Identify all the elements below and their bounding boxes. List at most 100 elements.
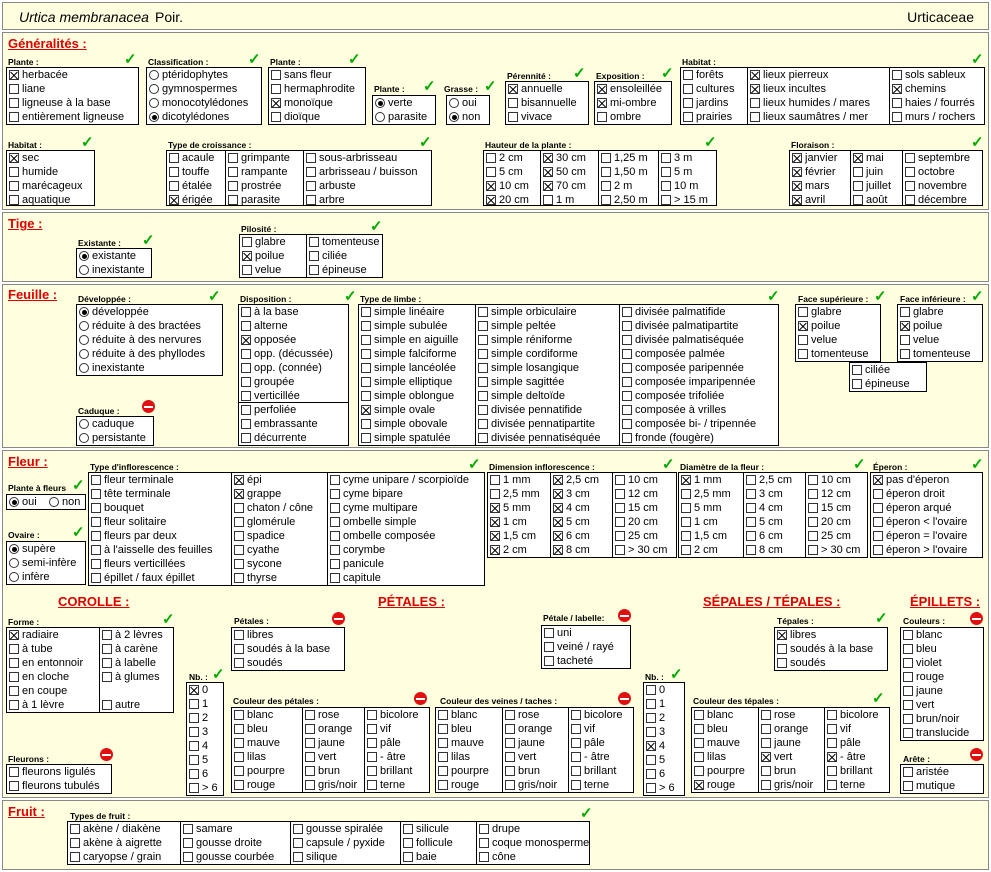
fruit-option[interactable]: cône [477, 850, 589, 864]
nbsep-option[interactable]: 1 [644, 697, 684, 711]
checkbox[interactable] [9, 181, 19, 191]
checkbox[interactable] [798, 349, 808, 359]
tepales-option[interactable]: soudés à la base [775, 642, 887, 656]
developpee-option[interactable]: inexistante [77, 361, 222, 375]
checkbox[interactable] [900, 349, 910, 359]
nbsep-option[interactable]: 2 [644, 711, 684, 725]
inflo-option[interactable]: cyme bipare [328, 487, 484, 501]
checkbox[interactable] [553, 531, 563, 541]
disposition2-option[interactable]: perfoliée [239, 403, 348, 417]
checkbox[interactable] [615, 531, 625, 541]
disposition-option[interactable]: opp. (connée) [239, 361, 348, 375]
checkbox[interactable] [189, 783, 199, 793]
checkbox[interactable] [486, 153, 496, 163]
checkbox[interactable] [622, 433, 632, 443]
nbsep-option[interactable]: > 6 [644, 781, 684, 795]
limbe-option[interactable]: simple réniforme [476, 333, 619, 347]
limbe-option[interactable]: simple cordiforme [476, 347, 619, 361]
hauteur-option[interactable]: 30 cm [541, 151, 598, 165]
checkbox[interactable] [490, 517, 500, 527]
inflo-option[interactable]: grappe [232, 487, 327, 501]
diminflo-option[interactable]: 2 cm [488, 543, 550, 557]
checkbox[interactable] [309, 265, 319, 275]
checkbox[interactable] [905, 167, 915, 177]
checkbox[interactable] [808, 531, 818, 541]
radio[interactable] [79, 419, 89, 429]
radio[interactable] [149, 112, 159, 122]
couleurs-option[interactable]: jaune [901, 684, 983, 698]
checkbox[interactable] [661, 153, 671, 163]
checkbox[interactable] [746, 503, 756, 513]
checkbox[interactable] [681, 545, 691, 555]
pilosite-option[interactable]: épineuse [307, 263, 382, 277]
checkbox[interactable] [306, 167, 316, 177]
checkbox[interactable] [490, 475, 500, 485]
coultep-option[interactable]: vert [759, 750, 824, 764]
forme-option[interactable]: en cloche [7, 670, 99, 684]
checkbox[interactable] [330, 503, 340, 513]
arete-option[interactable]: aristée [901, 765, 983, 779]
checkbox[interactable] [615, 545, 625, 555]
checkbox[interactable] [490, 545, 500, 555]
forme-option[interactable]: autre [100, 698, 173, 712]
inflo-option[interactable]: épillet / faux épillet [89, 571, 231, 585]
checkbox[interactable] [234, 780, 244, 790]
inflo-option[interactable]: tête terminale [89, 487, 231, 501]
coulveines-option[interactable]: rose [503, 708, 568, 722]
limbe-option[interactable]: simple oblongue [359, 389, 475, 403]
limbe-option[interactable]: simple linéaire [359, 305, 475, 319]
checkbox[interactable] [438, 752, 448, 762]
classif-option[interactable]: monocotylédones [147, 96, 261, 110]
coulpet-option[interactable]: - âtre [365, 750, 429, 764]
habitat1-option[interactable]: lieux humides / mares [748, 96, 889, 110]
checkbox[interactable] [330, 475, 340, 485]
checkbox[interactable] [478, 363, 488, 373]
checkbox[interactable] [571, 724, 581, 734]
radio[interactable] [449, 112, 459, 122]
radio[interactable] [79, 349, 89, 359]
checkbox[interactable] [808, 475, 818, 485]
couleurs-option[interactable]: bleu [901, 642, 983, 656]
checkbox[interactable] [622, 419, 632, 429]
hauteur-option[interactable]: 70 cm [541, 179, 598, 193]
checkbox[interactable] [234, 545, 244, 555]
checkbox[interactable] [361, 405, 371, 415]
checkbox[interactable] [873, 517, 883, 527]
limbe-option[interactable]: simple lancéolée [359, 361, 475, 375]
coulpet-option[interactable]: orange [303, 722, 364, 736]
limbe-option[interactable]: composée palmée [620, 347, 778, 361]
checkbox[interactable] [571, 710, 581, 720]
checkbox[interactable] [601, 195, 611, 205]
checkbox[interactable] [544, 656, 554, 666]
disposition-option[interactable]: opp. (décussée) [239, 347, 348, 361]
checkbox[interactable] [234, 658, 244, 668]
eperon-option[interactable]: éperon droit [871, 487, 982, 501]
checkbox[interactable] [271, 112, 281, 122]
limbe-option[interactable]: simple elliptique [359, 375, 475, 389]
inflo-option[interactable]: fleurs par deux [89, 529, 231, 543]
checkbox[interactable] [827, 724, 837, 734]
classif-option[interactable]: ptéridophytes [147, 68, 261, 82]
checkbox[interactable] [873, 489, 883, 499]
checkbox[interactable] [9, 70, 19, 80]
checkbox[interactable] [615, 475, 625, 485]
inflo-option[interactable]: fleur terminale [89, 473, 231, 487]
radio[interactable] [79, 433, 89, 443]
fleurons-option[interactable]: fleurons tubulés [7, 779, 111, 793]
classif-option[interactable]: gymnospermes [147, 82, 261, 96]
disposition-option[interactable]: opposée [239, 333, 348, 347]
pilosite-option[interactable]: glabre [240, 235, 306, 249]
checkbox[interactable] [361, 433, 371, 443]
fruit-option[interactable]: gousse droite [181, 836, 290, 850]
facecil-option[interactable]: ciliée [850, 363, 926, 377]
fruit-option[interactable]: baie [401, 850, 476, 864]
diminflo-option[interactable]: 12 cm [613, 487, 676, 501]
checkbox[interactable] [234, 531, 244, 541]
checkbox[interactable] [189, 741, 199, 751]
hauteur-option[interactable]: 3 m [659, 151, 716, 165]
inflo-option[interactable]: panicule [328, 557, 484, 571]
checkbox[interactable] [234, 630, 244, 640]
inflo-option[interactable]: épi [232, 473, 327, 487]
checkbox[interactable] [169, 195, 179, 205]
checkbox[interactable] [234, 738, 244, 748]
